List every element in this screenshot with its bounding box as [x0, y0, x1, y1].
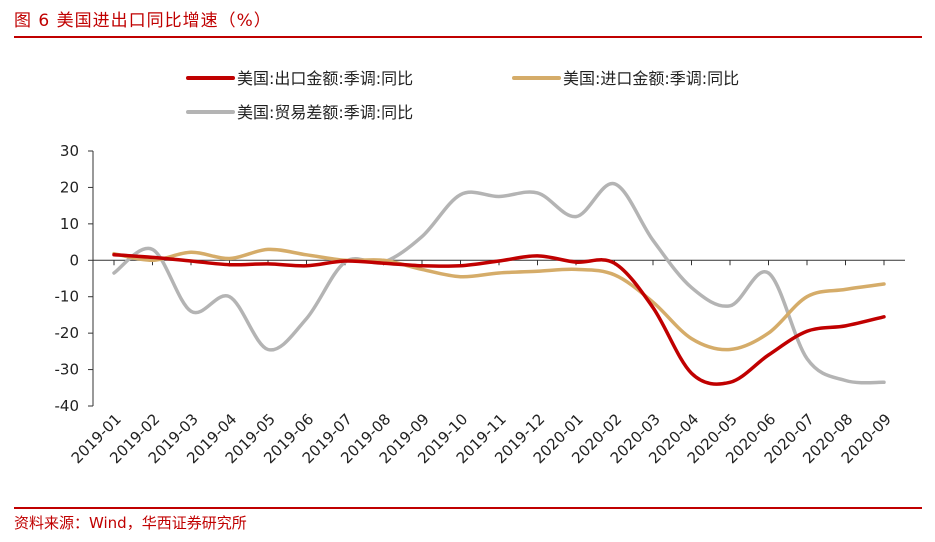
title-divider: [14, 36, 922, 38]
y-tick-label: -10: [55, 288, 80, 306]
legend-label: 美国:进口金额:季调:同比: [563, 69, 739, 88]
legend-label: 美国:出口金额:季调:同比: [237, 69, 413, 88]
y-tick-label: 20: [60, 178, 79, 196]
series-lines: [112, 182, 886, 386]
legend-export: 美国:出口金额:季调:同比: [186, 69, 413, 88]
y-tick-label: -30: [55, 361, 80, 379]
source-divider: [14, 507, 922, 509]
y-tick-label: -20: [55, 324, 80, 342]
y-tick-label: 0: [69, 251, 79, 269]
y-tick-label: -40: [55, 397, 80, 415]
source-note: 资料来源：Wind，华西证券研究所: [14, 514, 247, 532]
legend-label: 美国:贸易差额:季调:同比: [237, 103, 413, 122]
import-series-line: [112, 247, 886, 352]
y-axis: 30 20 10 0 -10 -20 -30 -40: [55, 142, 94, 415]
export-series-line: [112, 253, 886, 386]
balance-series-line: [112, 182, 886, 385]
y-tick-label: 30: [60, 142, 79, 160]
legend-import: 美国:进口金额:季调:同比: [512, 69, 739, 88]
legend-balance: 美国:贸易差额:季调:同比: [186, 103, 413, 122]
figure-title: 图 6 美国进出口同比增速（%）: [14, 11, 272, 31]
y-tick-label: 10: [60, 215, 79, 233]
